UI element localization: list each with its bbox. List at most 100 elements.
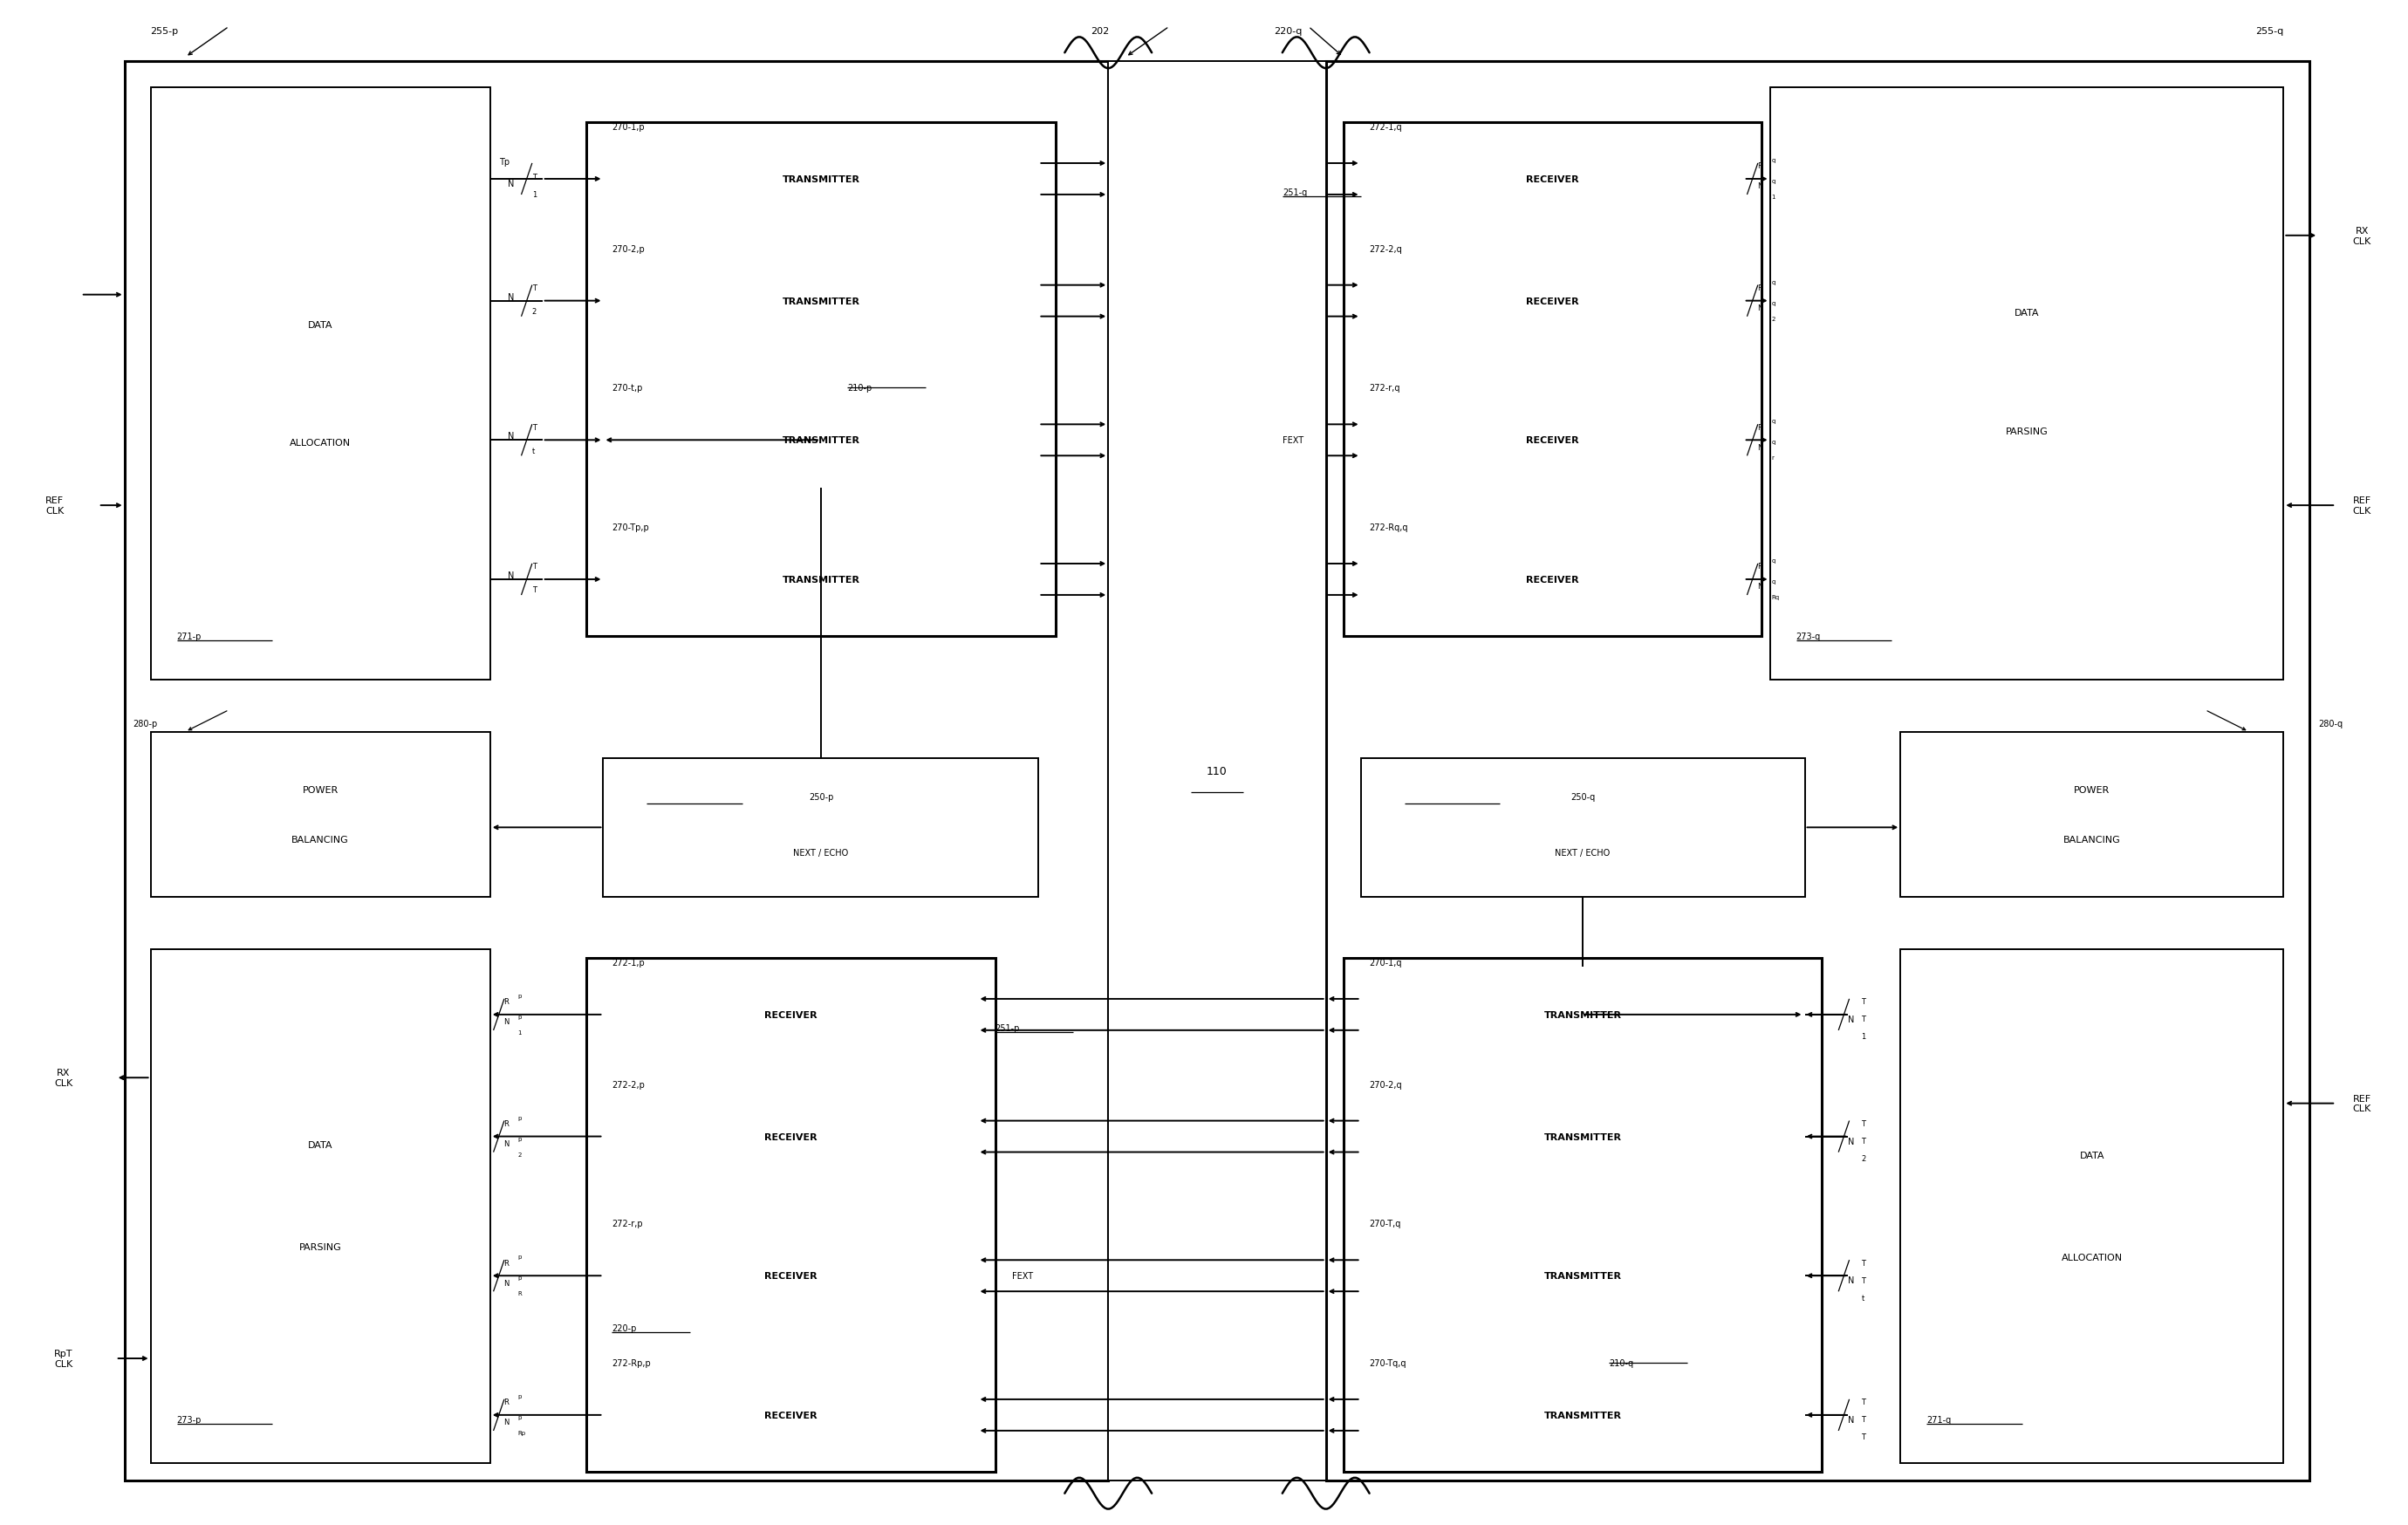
Text: N: N [1758, 444, 1763, 451]
Text: 272-r,p: 272-r,p [612, 1220, 643, 1228]
Text: N: N [1758, 183, 1763, 191]
Text: N: N [1758, 583, 1763, 590]
Text: TRANSMITTER: TRANSMITTER [1544, 1011, 1621, 1019]
Bar [585, 958, 995, 1472]
Bar [152, 732, 491, 897]
Bar [1344, 124, 1760, 636]
Text: RECEIVER: RECEIVER [1527, 575, 1580, 584]
Bar [604, 1089, 978, 1185]
Text: 271-q: 271-q [1926, 1415, 1950, 1424]
Text: 272-1,q: 272-1,q [1370, 124, 1401, 131]
Text: 270-2,p: 270-2,p [612, 246, 645, 253]
Text: 270-t,p: 270-t,p [612, 384, 643, 393]
Text: 255-q: 255-q [2256, 27, 2283, 37]
Bar [604, 758, 1038, 897]
Text: 2: 2 [518, 1151, 523, 1156]
Bar [1361, 1089, 1804, 1185]
Text: T: T [1861, 1415, 1866, 1423]
Text: 273-q: 273-q [1796, 631, 1820, 640]
Text: TRANSMITTER: TRANSMITTER [783, 575, 860, 584]
Text: TRANSMITTER: TRANSMITTER [1544, 1411, 1621, 1420]
Text: 272-r,q: 272-r,q [1370, 384, 1401, 393]
Text: FEXT: FEXT [1011, 1272, 1033, 1279]
Text: TRANSMITTER: TRANSMITTER [1544, 1272, 1621, 1279]
Text: REF
CLK: REF CLK [46, 497, 65, 515]
Bar [1361, 758, 1804, 897]
Text: TRANSMITTER: TRANSMITTER [783, 297, 860, 305]
Text: RECEIVER: RECEIVER [1527, 175, 1580, 185]
Text: 255-p: 255-p [152, 27, 178, 37]
Text: 210-p: 210-p [848, 384, 872, 393]
Text: REF
CLK: REF CLK [2353, 1093, 2372, 1113]
Bar [604, 131, 1038, 227]
Text: p: p [518, 993, 523, 999]
Text: Tp: Tp [498, 157, 510, 166]
Text: 202: 202 [1091, 27, 1110, 37]
Text: 2: 2 [532, 308, 537, 316]
Bar [585, 124, 1057, 636]
Text: t: t [532, 447, 535, 454]
Text: 272-2,q: 272-2,q [1370, 246, 1401, 253]
Text: NEXT / ECHO: NEXT / ECHO [792, 848, 848, 857]
Text: 270-T,q: 270-T,q [1370, 1220, 1401, 1228]
Text: q: q [1772, 580, 1775, 584]
Text: T: T [1861, 1276, 1866, 1284]
Text: 272-Rq,q: 272-Rq,q [1370, 523, 1409, 532]
Text: R: R [518, 1290, 523, 1296]
Text: 280-p: 280-p [132, 718, 159, 727]
Text: 220-q: 220-q [1274, 27, 1303, 37]
Bar [1361, 253, 1743, 349]
Text: T: T [532, 586, 537, 595]
Text: T: T [1861, 997, 1866, 1005]
Text: TRANSMITTER: TRANSMITTER [1544, 1132, 1621, 1141]
Text: 270-Tq,q: 270-Tq,q [1370, 1359, 1406, 1368]
Text: ALLOCATION: ALLOCATION [289, 439, 352, 447]
Text: N: N [508, 293, 513, 302]
Text: N: N [1849, 1415, 1854, 1424]
Bar [1361, 532, 1743, 628]
Bar [152, 88, 491, 680]
Bar [1770, 88, 2283, 680]
Text: 273-p: 273-p [176, 1415, 202, 1424]
Text: N: N [1758, 305, 1763, 313]
Text: 210-q: 210-q [1609, 1359, 1633, 1368]
Text: 272-2,p: 272-2,p [612, 1080, 645, 1089]
Bar [604, 1228, 978, 1324]
Text: 110: 110 [1206, 766, 1228, 776]
Bar [604, 967, 978, 1063]
Bar [1361, 131, 1743, 227]
Text: p: p [518, 1414, 523, 1420]
Text: 2: 2 [1772, 316, 1775, 322]
Bar [125, 63, 1108, 1481]
Text: r: r [1772, 456, 1775, 461]
Text: q: q [1772, 300, 1775, 305]
Text: RECEIVER: RECEIVER [763, 1411, 816, 1420]
Text: R: R [1758, 424, 1763, 432]
Text: 251-q: 251-q [1283, 188, 1308, 197]
Text: 272-Rp,p: 272-Rp,p [612, 1359, 650, 1368]
Bar [1361, 1368, 1804, 1462]
Text: DATA: DATA [2013, 308, 2040, 317]
Text: p: p [518, 1394, 523, 1398]
Text: R: R [503, 1398, 508, 1406]
Text: RECEIVER: RECEIVER [1527, 436, 1580, 445]
Bar [604, 393, 1038, 488]
Text: T: T [532, 174, 537, 181]
Text: t: t [1861, 1293, 1864, 1301]
Text: p: p [518, 1115, 523, 1119]
Text: PARSING: PARSING [299, 1243, 342, 1252]
Text: T: T [1861, 1016, 1866, 1023]
Bar [1900, 732, 2283, 897]
Text: BALANCING: BALANCING [2064, 836, 2121, 843]
Text: q: q [1772, 157, 1775, 163]
Text: 251-p: 251-p [995, 1023, 1021, 1032]
Text: N: N [1849, 1276, 1854, 1284]
Bar [1327, 63, 2309, 1481]
Text: 280-q: 280-q [2319, 718, 2343, 727]
Text: 220-p: 220-p [612, 1324, 636, 1333]
Bar [604, 253, 1038, 349]
Text: T: T [532, 563, 537, 570]
Text: 2: 2 [1861, 1154, 1866, 1162]
Text: T: T [1861, 1258, 1866, 1267]
Text: RX
CLK: RX CLK [2353, 227, 2372, 246]
